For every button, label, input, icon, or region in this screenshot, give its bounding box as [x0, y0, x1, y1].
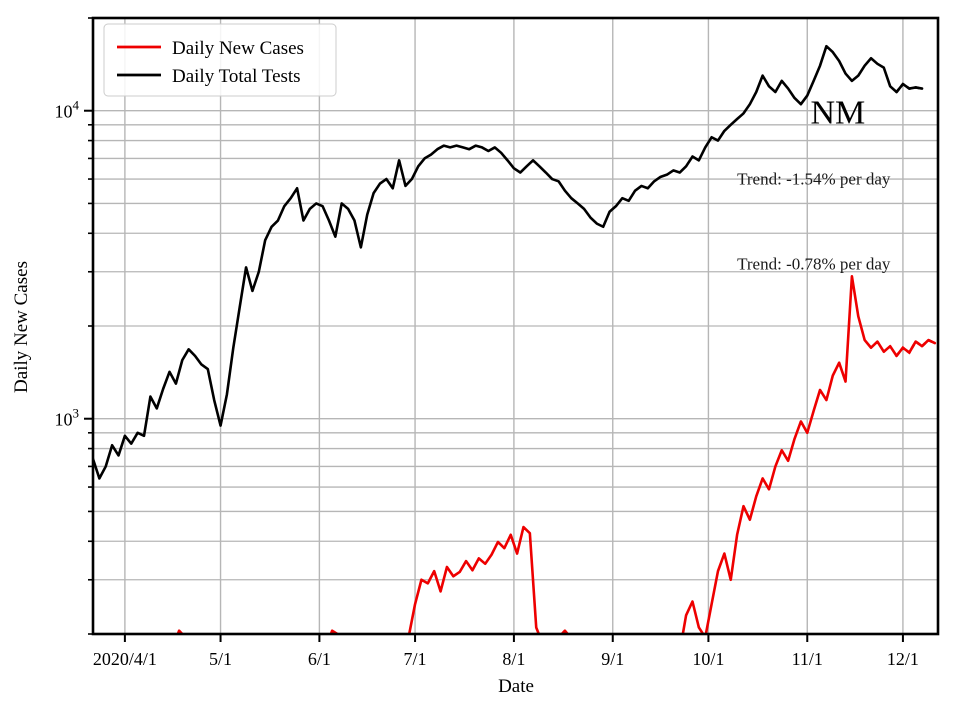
series-line-daily-total-tests [93, 44, 924, 480]
grid-vertical-lines [124, 18, 904, 634]
series-tail-dashed-tests [895, 82, 924, 94]
x-tick-label: 2020/4/1 [93, 649, 157, 669]
y-tick-label: 103 [55, 406, 80, 430]
x-tick-label: 5/1 [209, 649, 232, 669]
y-tick-label: 104 [55, 98, 80, 122]
x-tick-label: 12/1 [887, 649, 919, 669]
grid-major-lines [93, 110, 938, 420]
annotation-tests-trend: Trend: -1.54% per day [737, 170, 891, 189]
x-tick-label: 9/1 [601, 649, 624, 669]
axis-tick-labels: 103 104 2020/4/1 5/1 6/1 7/1 8/1 9/1 10/1 11/1 12/… [55, 98, 919, 669]
series-line-daily-new-cases [176, 275, 937, 634]
x-tick-label: 8/1 [502, 649, 525, 669]
y-axis-label: Daily New Cases [11, 261, 32, 393]
x-tick-label: 10/1 [692, 649, 724, 669]
x-tick-label: 6/1 [308, 649, 331, 669]
plot-border [91, 16, 940, 636]
grid-minor-lines [93, 17, 938, 635]
chart-annotations: NM Trend: -1.54% per day Trend: -0.78% per… [737, 94, 891, 273]
x-tick-label: 7/1 [404, 649, 427, 669]
chart-legend[interactable]: Daily New Cases Daily Total Tests [103, 23, 337, 97]
data-series-layer [93, 44, 937, 634]
legend-label-cases[interactable]: Daily New Cases [172, 38, 304, 59]
x-axis-label: Date [498, 676, 534, 697]
legend-box [103, 23, 337, 97]
annotation-cases-trend: Trend: -0.78% per day [737, 255, 891, 274]
x-tick-label: 11/1 [792, 649, 823, 669]
legend-label-tests[interactable]: Daily Total Tests [172, 66, 301, 87]
annotation-region-label: NM [810, 94, 865, 131]
series-tail-dashed-cases [895, 338, 937, 358]
